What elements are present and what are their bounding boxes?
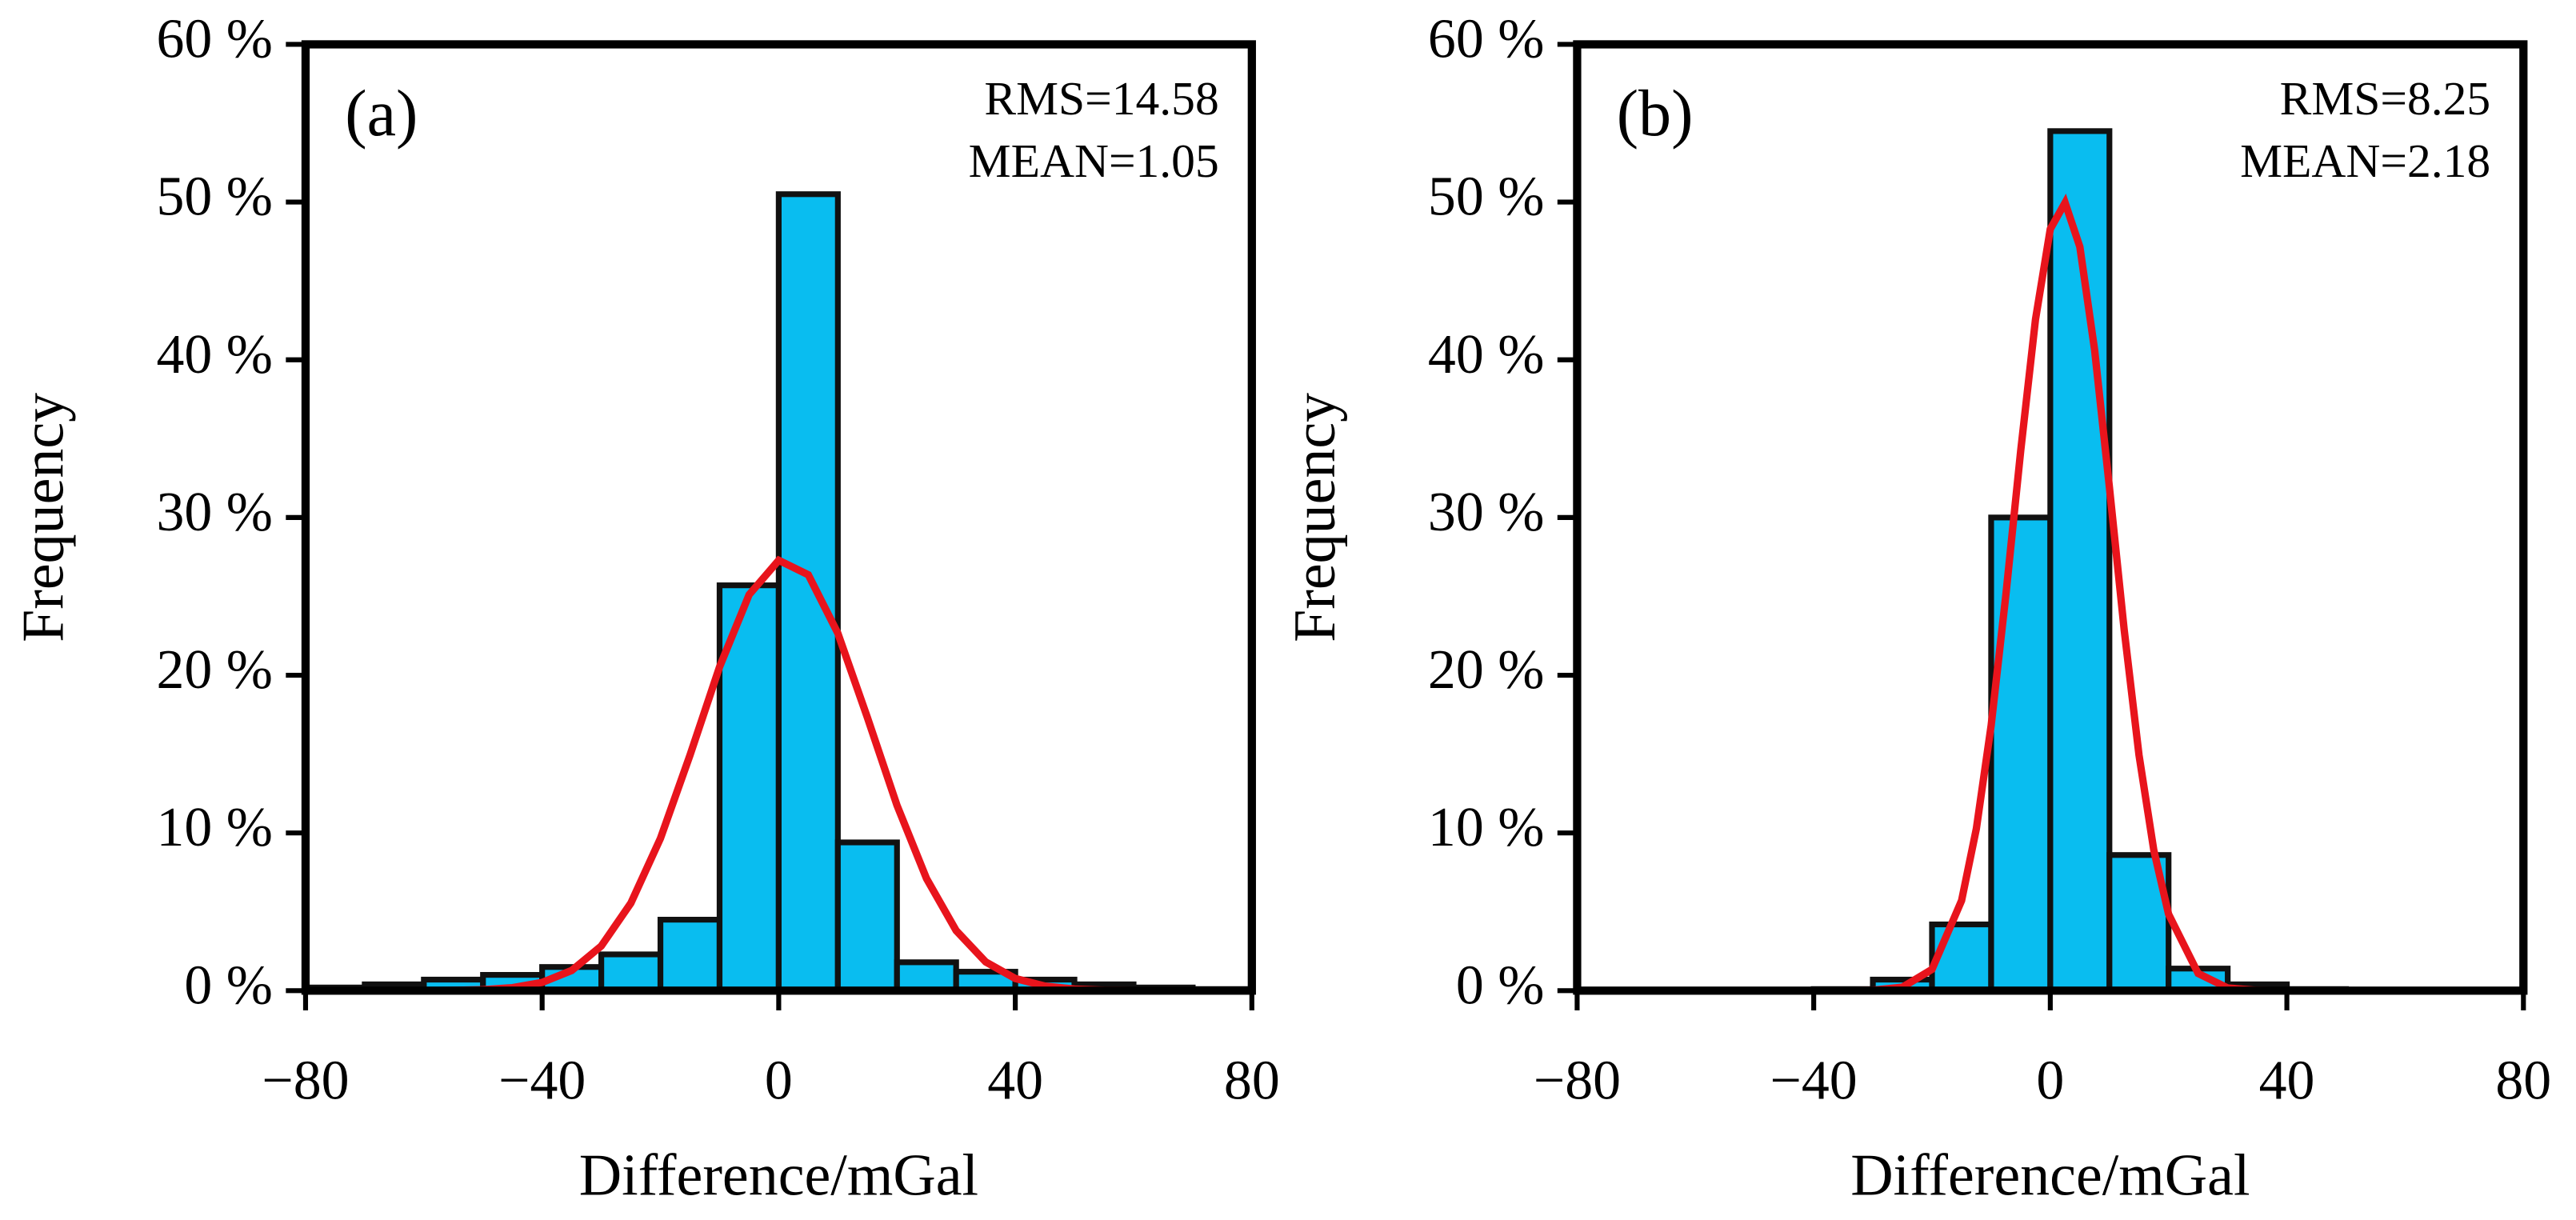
y-tick-label: 50 % [156,166,272,228]
x-tick-label: 80 [2495,1050,2551,1111]
panel: 0 % 10 % 20 % 30 % 40 % 50 % 60 % −80 −40 0 40 80 (b… [1282,8,2551,1207]
x-tick-label: −80 [1534,1050,1621,1111]
plot-frame [1573,40,2528,995]
x-tick-label: −40 [498,1050,586,1111]
y-tick-label: 30 % [156,482,272,543]
annotation: MEAN=2.18 [2240,134,2490,187]
annotation: RMS=8.25 [2280,72,2491,125]
y-tick-label: 60 % [156,8,272,70]
x-tick-label: 0 [765,1050,793,1111]
panel-label: (b) [1617,77,1694,150]
y-tick-label: 30 % [1428,482,1544,543]
y-tick-label: 40 % [156,324,272,386]
x-tick-label: 40 [2259,1050,2315,1111]
y-tick-label: 0 % [1456,954,1545,1016]
bar [775,191,841,994]
bar [894,959,959,994]
x-axis-label: Difference/mGal [1850,1142,2250,1208]
panel-label: (a) [345,77,418,150]
y-tick-label: 20 % [156,639,272,701]
panel: 0 % 10 % 20 % 30 % 40 % 50 % 60 % −80 −40 0 40 80 (a… [10,8,1280,1207]
x-tick-label: −40 [1770,1050,1858,1111]
x-tick-label: 0 [2036,1050,2064,1111]
y-tick-label: 20 % [1428,639,1544,701]
annotation: MEAN=1.05 [969,134,1219,187]
x-tick-label: 80 [1224,1050,1280,1111]
bar [1988,514,2054,994]
annotation: RMS=14.58 [984,72,1218,125]
bar [716,582,782,994]
y-tick-label: 60 % [1428,8,1544,70]
bar [834,839,900,994]
x-tick-label: −80 [262,1050,349,1111]
y-tick-label: 40 % [1428,324,1544,386]
bar [657,917,723,994]
x-axis-label: Difference/mGal [579,1142,978,1208]
bar [2106,852,2172,994]
y-tick-label: 10 % [156,797,272,858]
y-tick-label: 50 % [1428,166,1544,228]
y-tick-label: 10 % [1428,797,1544,858]
y-tick-label: 0 % [184,954,273,1016]
x-tick-label: 40 [987,1050,1043,1111]
y-axis-label: Frequency [1282,393,1347,642]
plot-frame [301,40,1256,995]
y-axis-label: Frequency [10,393,76,642]
bar [2047,128,2113,994]
bar [598,951,664,994]
